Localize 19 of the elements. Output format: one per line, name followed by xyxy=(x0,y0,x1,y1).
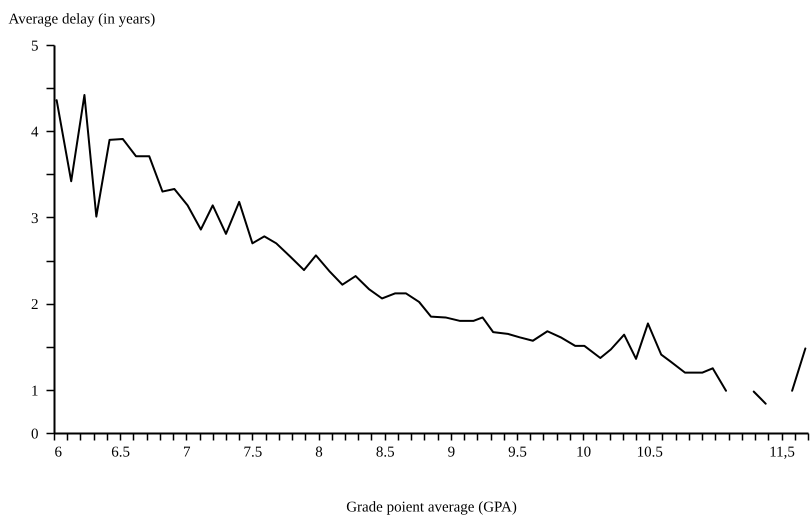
y-axis-title: Average delay (in years) xyxy=(8,12,156,28)
x-tick-label: 7 xyxy=(183,444,192,460)
x-tick-label: 7.5 xyxy=(244,444,262,460)
x-tick-label: 8.5 xyxy=(376,444,395,460)
x-tick-label: 10 xyxy=(576,444,592,460)
x-tick-label: 9 xyxy=(448,444,456,460)
y-tick-label: 2 xyxy=(31,297,38,314)
x-tick-label: 9.5 xyxy=(508,444,527,460)
y-tick-label: 1 xyxy=(31,383,38,400)
x-axis-title: Grade poient average (GPA) xyxy=(346,500,517,516)
y-tick-label: 0 xyxy=(31,426,38,442)
y-tick-label: 5 xyxy=(31,38,38,54)
x-tick-label: 6 xyxy=(54,444,62,460)
y-tick-label: 3 xyxy=(31,210,38,227)
x-tick-label: 8 xyxy=(315,444,323,460)
y-tick-label: 4 xyxy=(31,124,39,141)
x-tick-label: 6.5 xyxy=(111,444,130,460)
x-tick-label: 10.5 xyxy=(636,444,663,460)
x-tick-label: 11,5 xyxy=(769,444,795,460)
